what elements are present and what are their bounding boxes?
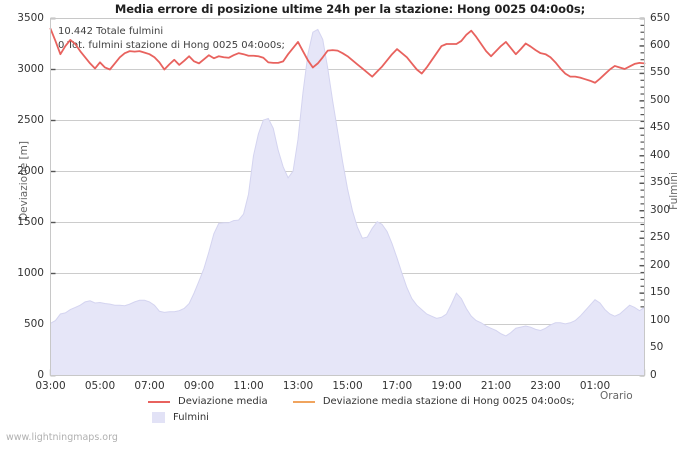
legend-label: Deviazione media stazione di Hong 0025 0… [322,396,575,407]
y-axis-left-tick-label: 1500 [17,215,44,228]
y-axis-right-tick-label: 400 [650,148,671,161]
x-axis-tick-label: 07:00 [134,379,165,392]
line-series-0 [49,27,646,84]
y-axis-left-tick-label: 2500 [17,113,44,126]
x-axis-tick-label: 01:00 [579,379,611,392]
annotation-station-lightning: 0 Tot. fulmini stazione di Hong 0025 04:… [58,40,285,51]
y-axis-right-tick-label: 350 [650,176,671,189]
y-axis-right-tick-label: 650 [650,11,671,24]
plot-frame [50,18,645,376]
y-axis-right-tick-label: 550 [650,66,671,79]
chart-title: Media errore di posizione ultime 24h per… [114,2,586,16]
area-fill-fulmini [50,29,645,376]
legend-row-secondary: Fulmini [148,412,231,424]
x-axis-tick-label: 19:00 [431,379,462,392]
x-axis-tick-label: 17:00 [381,379,413,392]
y-axis-right-tick-label: 0 [650,368,657,381]
legend-label: Fulmini [173,412,209,423]
y-axis-right-tick-label: 500 [650,93,671,106]
y-axis-left-tick-label: 3000 [17,62,44,75]
y-axis-right-tick-label: 100 [650,313,671,326]
legend-label: Deviazione media [178,396,268,407]
legend-item-deviazione-media[interactable]: Deviazione media [148,396,268,408]
x-axis-tick-label: 15:00 [332,379,363,392]
y-axis-left-tick-label: 0 [37,368,44,381]
legend-swatch-line-icon [148,400,170,403]
x-axis-tick-label: 11:00 [233,379,264,392]
x-axis-tick-label: 05:00 [84,379,116,392]
y-axis-right-tick-label: 50 [650,341,664,354]
annotation-total-lightning: 10.442 Totale fulmini [58,26,164,37]
series-deviazione-media-line [49,27,646,84]
y-axis-left-tick-label: 3500 [17,11,44,24]
y-axis-right-tick-label: 300 [650,203,671,216]
x-axis-tick-label: 09:00 [183,379,215,392]
y-axis-left-tick-label: 1000 [17,266,44,279]
legend-item-deviazione-media-stazione[interactable]: Deviazione media stazione di Hong 0025 0… [292,396,575,408]
x-axis-tick-label: 13:00 [282,379,314,392]
footer-attribution: www.lightningmaps.org [6,432,118,443]
y-axis-left-tick-label: 500 [23,317,44,330]
x-axis-title: Orario [600,390,633,402]
area-outline-fulmini [50,28,645,337]
y-axis-right-tick-label: 250 [650,231,671,244]
y-axis-right-tick-label: 450 [650,121,671,134]
legend-item-fulmini[interactable]: Fulmini [148,412,209,424]
x-axis-tick-label: 21:00 [480,379,512,392]
y-axis-right-tick-label: 200 [650,258,671,271]
y-axis-left-tick-label: 2000 [17,164,44,177]
legend-row-primary: Deviazione media Deviazione media stazio… [148,396,597,408]
y-axis-right-tick-label: 150 [650,286,671,299]
legend-swatch-line-icon [292,400,315,403]
y-axis-right-tick-label: 600 [650,38,671,51]
x-axis-tick-label: 03:00 [35,379,66,392]
legend-swatch-box-icon [152,412,165,423]
series-fulmini-area [50,28,645,376]
x-axis-tick-label: 23:00 [530,379,561,392]
